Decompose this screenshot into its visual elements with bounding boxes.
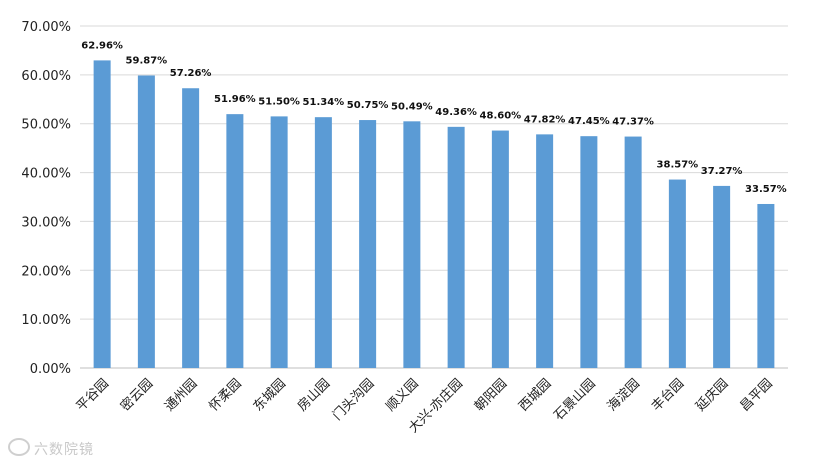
data-label: 37.27% (701, 166, 743, 177)
category-label: 朝阳园 (472, 376, 510, 414)
category-label: 平谷园 (74, 376, 112, 414)
data-label: 48.60% (480, 111, 522, 122)
bar (447, 126, 465, 368)
data-label: 47.82% (524, 114, 566, 125)
category-label: 延庆园 (693, 376, 731, 414)
bar (668, 179, 686, 368)
data-label: 51.96% (214, 94, 256, 105)
category-label: 东城园 (251, 376, 289, 414)
data-label: 33.57% (745, 184, 787, 195)
watermark-text: 六数院镜 (34, 442, 94, 458)
y-tick-label: 40.00% (21, 167, 71, 182)
watermark-logo-icon (8, 438, 30, 456)
bar (491, 130, 509, 368)
category-label: 丰台园 (649, 376, 687, 414)
bar (182, 88, 200, 368)
data-label: 51.50% (258, 96, 300, 107)
y-tick-label: 30.00% (21, 215, 71, 230)
category-label: 密云园 (117, 376, 156, 415)
data-label: 47.37% (612, 117, 654, 128)
category-label: 海淀园 (605, 376, 643, 414)
data-label: 47.45% (568, 116, 610, 127)
y-tick-label: 60.00% (21, 69, 71, 84)
data-label: 59.87% (126, 55, 168, 66)
y-tick-label: 0.00% (30, 362, 71, 377)
bar (137, 75, 155, 369)
category-label: 门头沟园 (330, 376, 377, 423)
bar (359, 120, 377, 368)
bar (713, 185, 731, 368)
data-label: 38.57% (657, 160, 699, 171)
data-label: 50.75% (347, 100, 389, 111)
y-tick-label: 20.00% (21, 264, 71, 279)
bar (314, 117, 332, 369)
category-label: 西城园 (516, 376, 554, 414)
category-label: 石景山园 (551, 376, 598, 423)
y-tick-label: 50.00% (21, 118, 71, 133)
data-label: 51.34% (303, 97, 345, 108)
bar (536, 134, 554, 368)
data-label: 57.26% (170, 68, 212, 79)
bar (270, 116, 288, 368)
category-label: 昌平园 (738, 376, 776, 414)
bar (757, 203, 775, 368)
bar (580, 136, 598, 368)
bar (226, 114, 244, 369)
bar (403, 121, 421, 368)
category-label: 通州园 (162, 376, 200, 414)
data-label: 50.49% (391, 101, 433, 112)
y-tick-label: 10.00% (21, 313, 71, 328)
data-label: 62.96% (81, 40, 123, 51)
category-label: 房山园 (294, 376, 333, 415)
bar (93, 60, 111, 369)
watermark: 六数院镜 (8, 438, 94, 459)
category-label: 怀柔园 (207, 376, 245, 414)
bar (624, 136, 642, 368)
category-label: 顺义园 (384, 376, 422, 414)
y-tick-label: 70.00% (21, 20, 71, 35)
data-label: 49.36% (435, 107, 477, 118)
